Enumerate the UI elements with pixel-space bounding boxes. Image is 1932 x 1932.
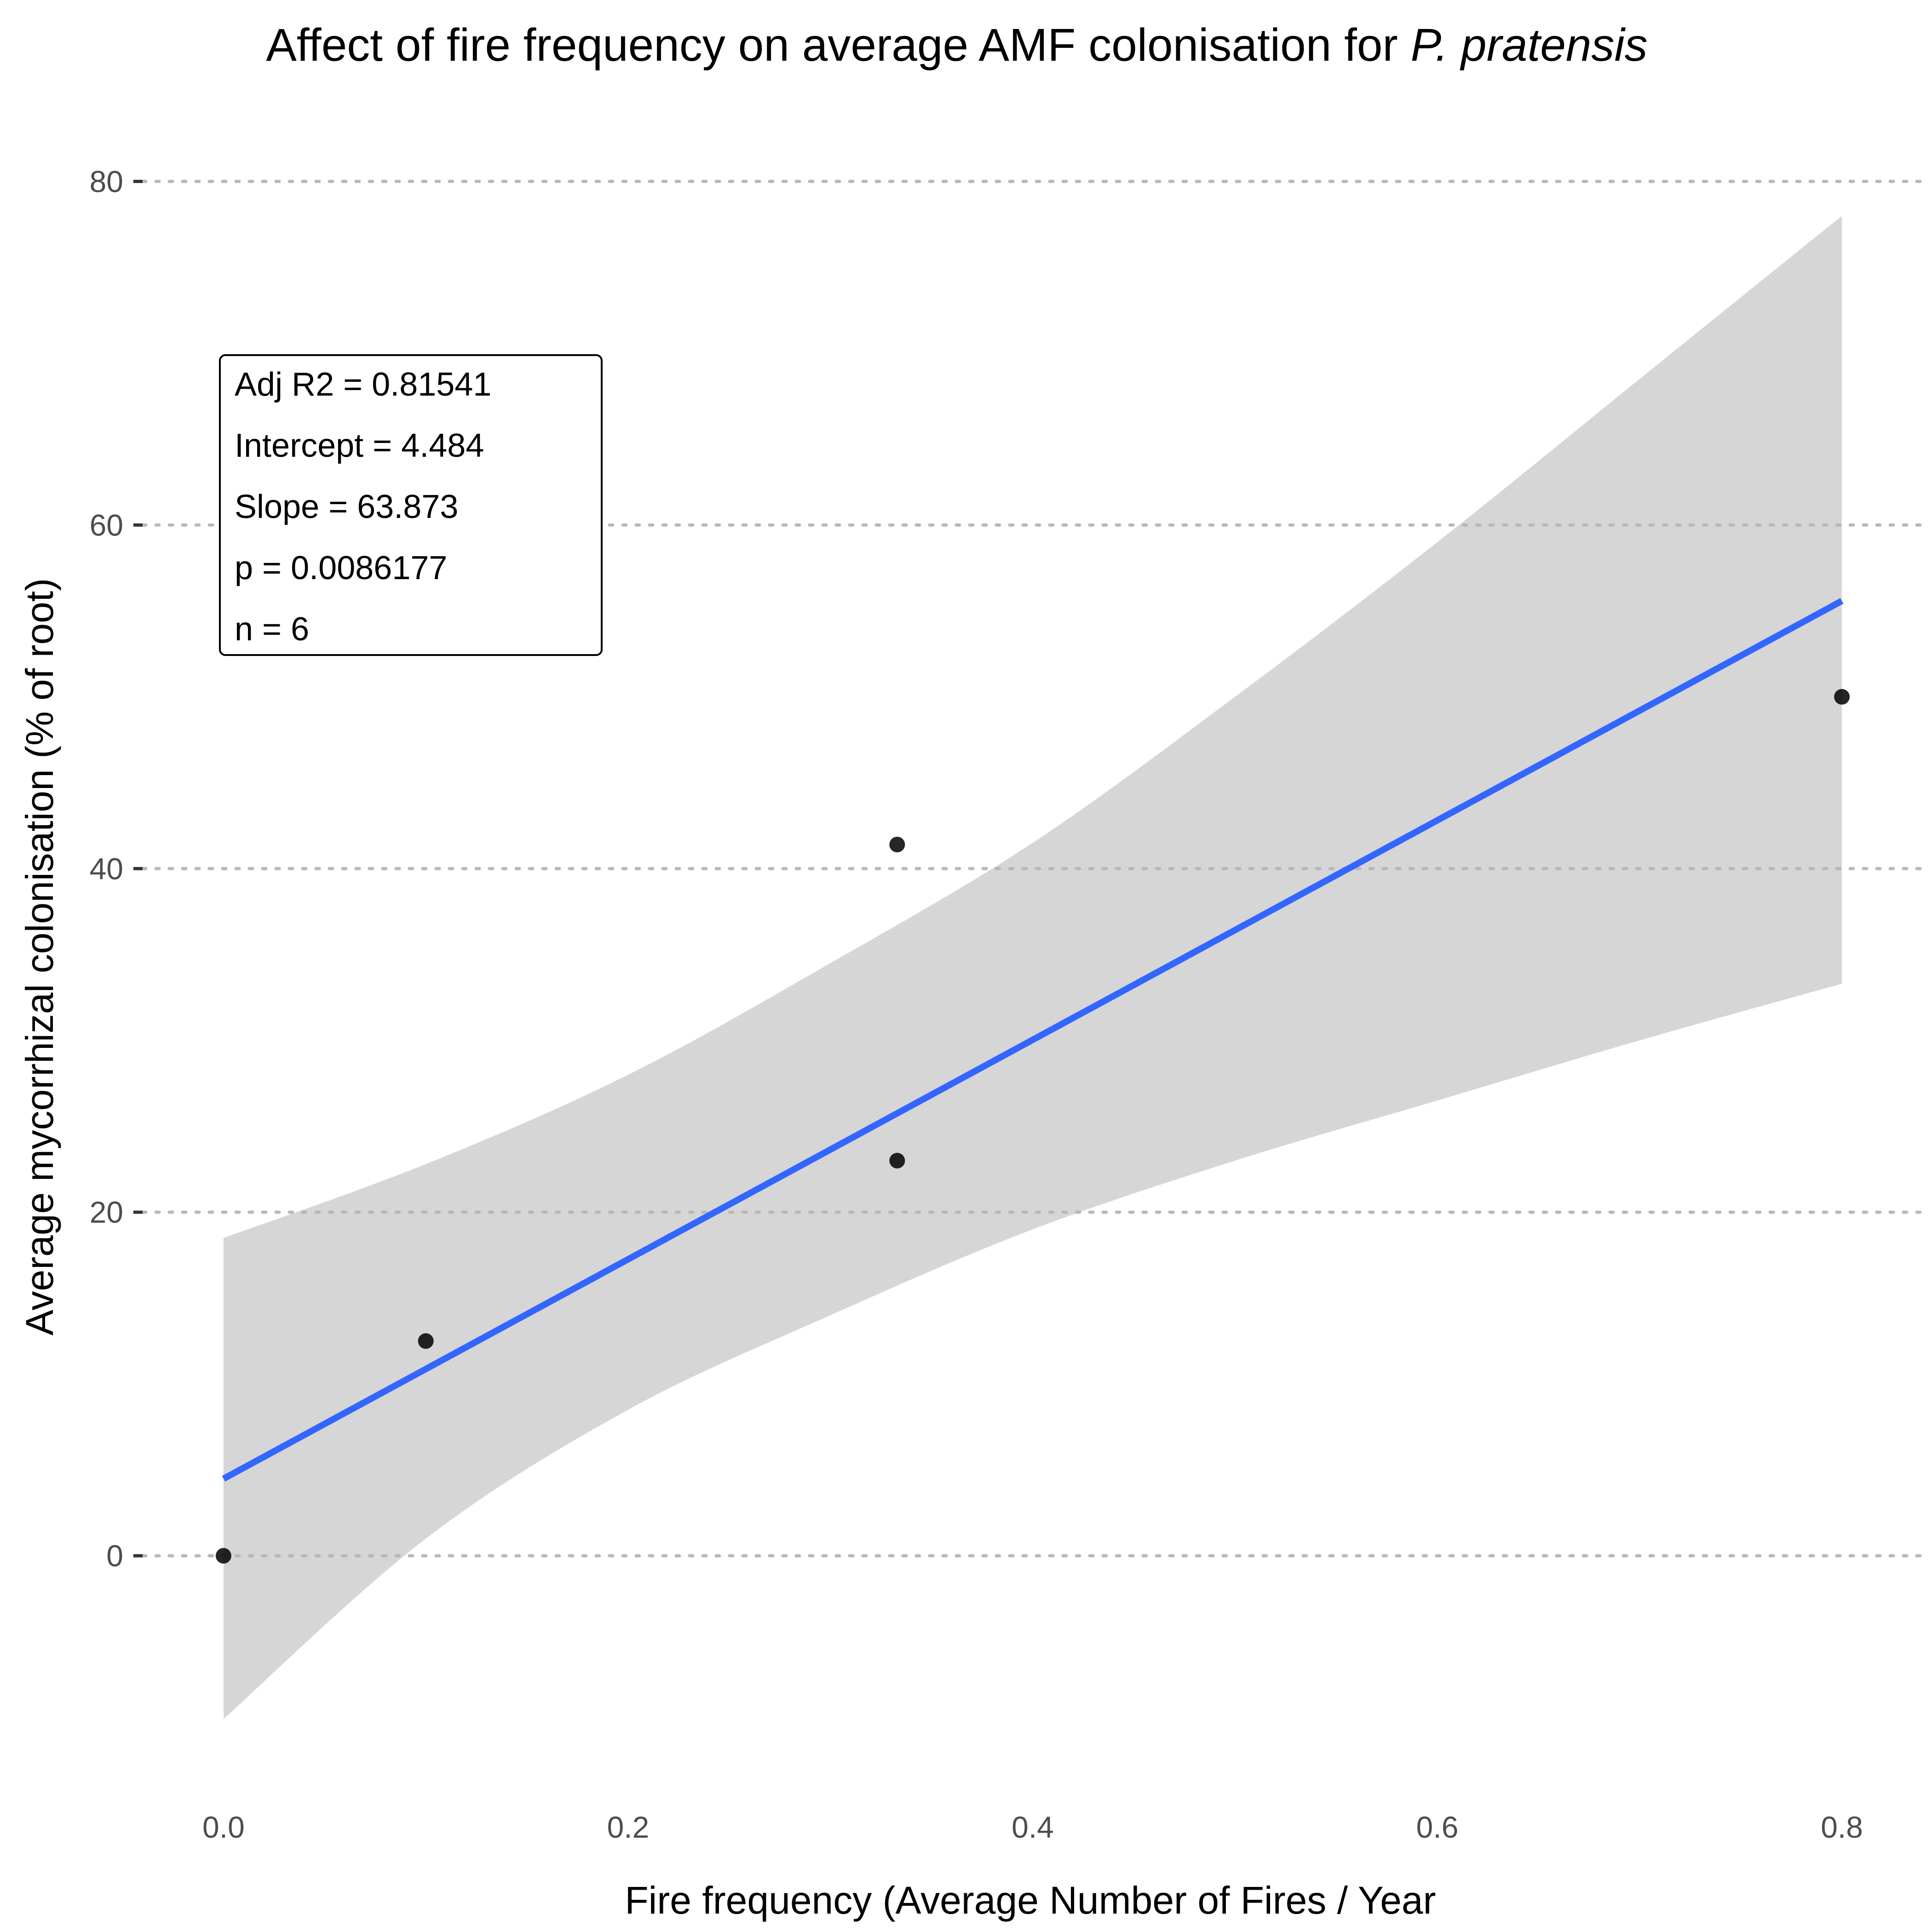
y-axis: 0 20 40 60 80 xyxy=(90,164,143,1573)
y-tick-label: 0 xyxy=(106,1539,123,1573)
confidence-band-layer xyxy=(223,216,1842,1719)
confidence-band xyxy=(223,216,1842,1719)
data-point xyxy=(418,1333,434,1349)
x-tick-label: 0.4 xyxy=(1012,1810,1054,1844)
fit-line-layer xyxy=(222,598,1844,1482)
stats-adj-r2: Adj R2 = 0.81541 xyxy=(235,366,491,403)
chart-title-main: Affect of fire frequency on average AMF … xyxy=(266,19,1410,71)
data-point xyxy=(889,836,905,852)
y-axis-label: Average mycorrhizal colonisation (% of r… xyxy=(18,578,61,1336)
stats-slope: Slope = 63.873 xyxy=(235,489,458,525)
x-tick-label: 0.6 xyxy=(1416,1810,1459,1844)
x-tick-label: 0.0 xyxy=(202,1810,245,1844)
x-axis-label: Fire frequency (Average Number of Fires … xyxy=(625,1879,1436,1922)
y-tick-label: 60 xyxy=(90,508,123,542)
y-tick-label: 40 xyxy=(90,851,123,886)
y-tick-label: 20 xyxy=(90,1195,123,1229)
regression-line xyxy=(222,598,1844,1482)
y-tick-label: 80 xyxy=(90,164,123,198)
stats-box: Adj R2 = 0.81541 Intercept = 4.484 Slope… xyxy=(219,354,603,656)
x-tick-label: 0.2 xyxy=(607,1810,650,1844)
chart-title-species: P. pratensis xyxy=(1411,19,1648,71)
data-point xyxy=(215,1548,231,1564)
stats-p-value: p = 0.0086177 xyxy=(235,550,447,586)
x-axis: 0.0 0.2 0.4 0.6 0.8 xyxy=(202,1810,1863,1844)
chart-title: Affect of fire frequency on average AMF … xyxy=(266,19,1648,71)
x-tick-label: 0.8 xyxy=(1821,1810,1863,1844)
stats-n: n = 6 xyxy=(235,611,309,648)
data-point xyxy=(1834,689,1850,705)
points-layer xyxy=(215,689,1850,1564)
stats-box-frame xyxy=(219,354,603,656)
data-point xyxy=(889,1153,905,1169)
stats-intercept: Intercept = 4.484 xyxy=(235,427,484,464)
